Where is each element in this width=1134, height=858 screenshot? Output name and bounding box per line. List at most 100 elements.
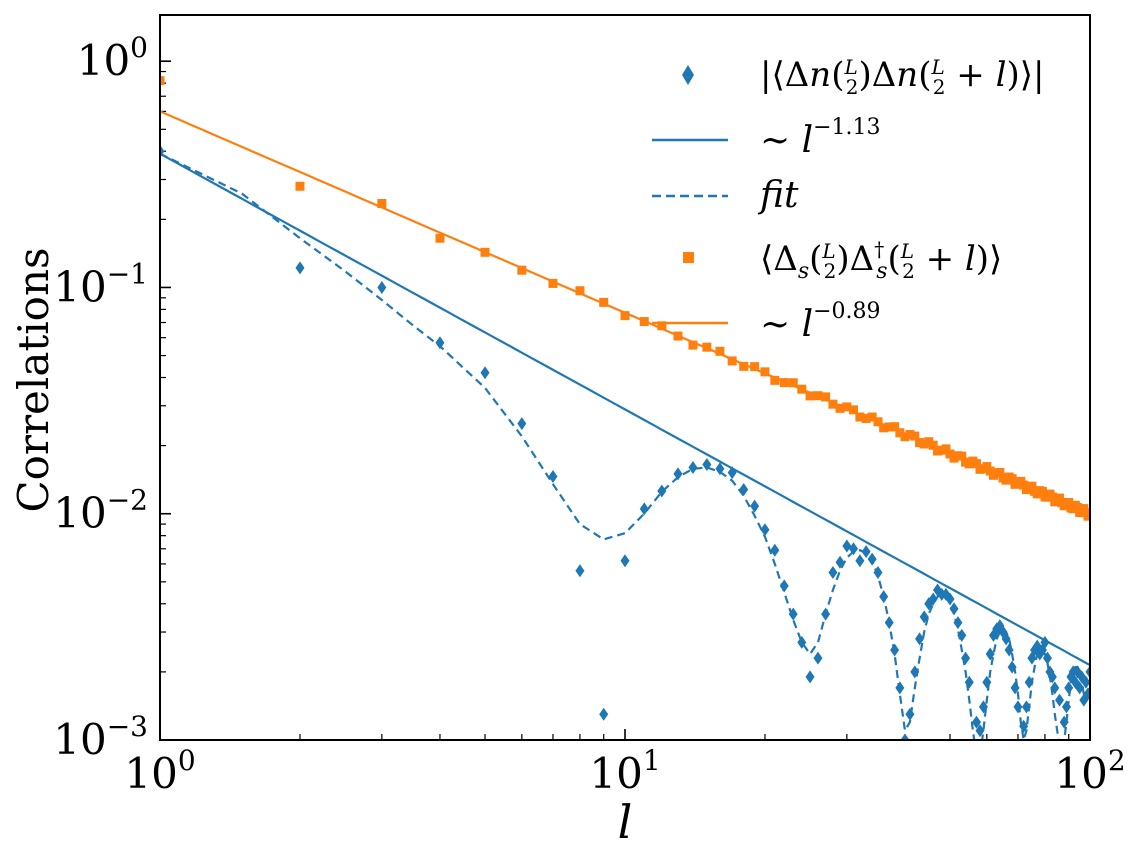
density-correlation-point	[915, 632, 925, 646]
density-correlation-point	[639, 502, 649, 516]
pairing-correlation-point	[995, 467, 1005, 477]
density-correlation-point	[377, 280, 387, 294]
pairing-correlation-point	[715, 346, 725, 356]
density-correlation-point	[848, 542, 858, 556]
pairing-correlation-point	[848, 405, 858, 415]
major-ticks	[159, 60, 1091, 741]
pairing-correlation-point	[657, 321, 667, 331]
x-tick-label: 100	[124, 744, 195, 798]
x-tick-label: 102	[1054, 744, 1125, 798]
x-tick-labels: 100 101 102	[124, 744, 1125, 798]
density-correlation-point	[1055, 693, 1065, 707]
pairing-correlation-point	[620, 311, 630, 321]
pairing-correlation-point	[910, 431, 920, 441]
power-law-line-1	[160, 152, 1090, 667]
density-correlation-point	[949, 602, 959, 616]
density-correlation-point	[805, 670, 815, 684]
pairing-correlation-point	[919, 439, 929, 449]
plot-area	[160, 76, 1090, 740]
pairing-correlation-point	[805, 391, 815, 401]
pairing-correlation-point	[915, 438, 925, 448]
pairing-correlation-point	[855, 412, 865, 422]
pairing-correlation-point	[295, 181, 305, 191]
density-correlation-point	[750, 499, 760, 513]
pairing-correlation-point	[377, 198, 387, 208]
density-correlation-point	[828, 565, 838, 579]
fit-dashed-line	[160, 152, 1090, 740]
y-tick-label: 10−3	[53, 710, 148, 764]
pairing-correlation-point	[890, 422, 900, 432]
density-correlation-point	[1013, 700, 1023, 714]
density-correlation-point	[770, 543, 780, 557]
pairing-correlation-point	[688, 340, 698, 350]
density-correlation-point	[1064, 681, 1074, 695]
pairing-correlation-point	[750, 362, 760, 372]
legend-marker-square	[683, 252, 694, 263]
density-correlation-point	[435, 336, 445, 350]
y-tick-labels: 10−3 10−2 10−1 100	[53, 31, 148, 764]
pairing-correlation-point	[1064, 498, 1074, 508]
pairing-correlation-point	[575, 286, 585, 296]
density-correlation-point	[779, 579, 789, 593]
pairing-correlation-point	[1037, 486, 1047, 496]
legend-label-fit: fit	[757, 175, 799, 216]
density-correlation-point	[1081, 675, 1090, 689]
pairing-correlation-point	[435, 233, 445, 243]
density-correlation-point	[928, 592, 938, 606]
density-correlation-point	[620, 554, 630, 568]
pairing-correlation-point	[900, 432, 910, 442]
legend-marker-diamond	[682, 65, 694, 85]
density-correlation-point	[760, 523, 770, 537]
pairing-correlation-point	[770, 375, 780, 385]
density-correlation-point	[548, 470, 558, 484]
density-correlation-point	[517, 417, 527, 431]
density-correlation-point	[861, 545, 871, 559]
legend-label-pairing-correlation: ⟨Δs(L 2)Δ† s(L 2 + l)⟩	[760, 237, 1002, 284]
pairing-correlation-point	[867, 412, 877, 422]
pairing-correlation-point	[1027, 481, 1037, 491]
legend: |⟨Δn(L 2)Δn(L 2 + l)⟩| ∼ l−1.13 fit ⟨Δs(L 2…	[652, 55, 1044, 345]
pairing-correlation-point	[828, 399, 838, 409]
density-correlation-point	[480, 366, 490, 380]
density-correlation-point	[1083, 687, 1090, 701]
density-correlation-point	[975, 724, 985, 738]
pairing-correlation-point	[788, 378, 798, 388]
pairing-correlation-point	[1055, 493, 1065, 503]
density-correlation-point	[953, 616, 963, 630]
pairing-correlation-point	[1007, 474, 1017, 484]
pairing-correlation-point	[905, 430, 915, 440]
density-correlation-point	[873, 565, 883, 579]
pairing-correlation-point	[548, 278, 558, 288]
power-law-line-4	[160, 110, 1090, 516]
x-axis-label: l	[618, 795, 633, 849]
density-correlation-point	[295, 261, 305, 275]
y-axis-label: Correlations	[9, 247, 58, 512]
density-correlation-point	[900, 733, 910, 740]
pairing-correlation-point	[821, 392, 831, 402]
density-correlation-point	[657, 484, 667, 498]
pairing-correlation-point	[517, 265, 527, 275]
density-correlation-point	[842, 539, 852, 553]
pairing-correlation-point	[957, 451, 967, 461]
legend-label-power-law-blue: ∼ l−1.13	[760, 115, 881, 161]
density-correlation-point	[673, 467, 683, 481]
density-correlation-point	[575, 564, 585, 578]
density-correlation-point	[971, 715, 981, 729]
pairing-correlation-point	[941, 444, 951, 454]
pairing-correlation-point	[739, 361, 749, 371]
density-correlation-point	[945, 592, 955, 606]
pairing-correlation-point	[842, 402, 852, 412]
x-tick-label: 101	[589, 744, 660, 798]
density-correlation-point	[688, 461, 698, 475]
density-correlation-point	[1075, 681, 1085, 695]
minor-ticks	[160, 70, 1070, 740]
pairing-correlation-point	[861, 413, 871, 423]
y-tick-label: 100	[77, 31, 148, 85]
y-tick-label: 10−1	[53, 257, 148, 311]
density-correlation-point	[715, 462, 725, 476]
legend-label-power-law-orange: ∼ l−0.89	[760, 299, 881, 345]
axes-frame	[159, 14, 1091, 741]
pairing-correlation-point	[760, 367, 770, 377]
pairing-correlation-point	[971, 459, 981, 469]
